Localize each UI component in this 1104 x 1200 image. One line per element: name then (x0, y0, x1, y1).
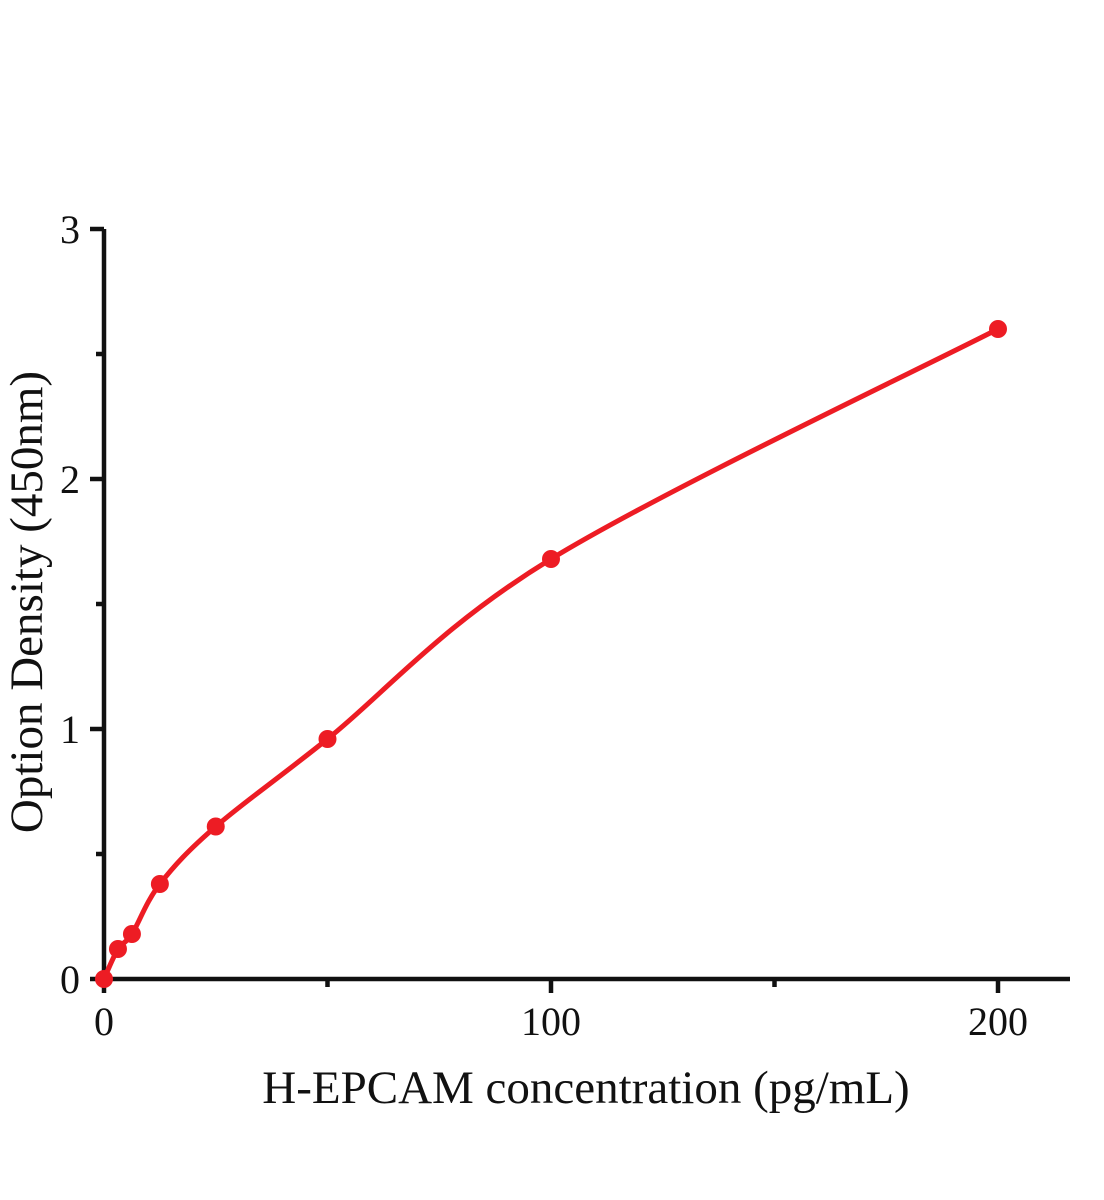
data-point (95, 970, 113, 988)
data-point (108, 940, 127, 958)
y-tick-label: 3 (60, 207, 80, 252)
data-point (206, 817, 225, 836)
data-point (122, 925, 141, 943)
fit-curve (101, 326, 1001, 982)
x-tick-label: 0 (94, 999, 114, 1044)
x-axis-title: H-EPCAM concentration (pg/mL) (262, 1062, 909, 1114)
data-point (150, 875, 169, 893)
axes (101, 229, 1070, 982)
y-tick-label: 1 (60, 707, 80, 752)
y-axis-title: Option Density (450nm) (1, 371, 53, 833)
x-tick-label: 200 (968, 999, 1028, 1044)
data-points (95, 320, 1007, 988)
y-tick-label: 0 (60, 957, 80, 1002)
y-tick-label: 2 (60, 457, 80, 502)
x-tick-label: 100 (521, 999, 581, 1044)
axis-tick-labels: 0 100 200 0 1 2 3 (60, 207, 1028, 1044)
data-point (989, 320, 1007, 338)
data-point (542, 550, 560, 568)
axis-ticks (90, 226, 1001, 993)
data-point (318, 730, 337, 748)
